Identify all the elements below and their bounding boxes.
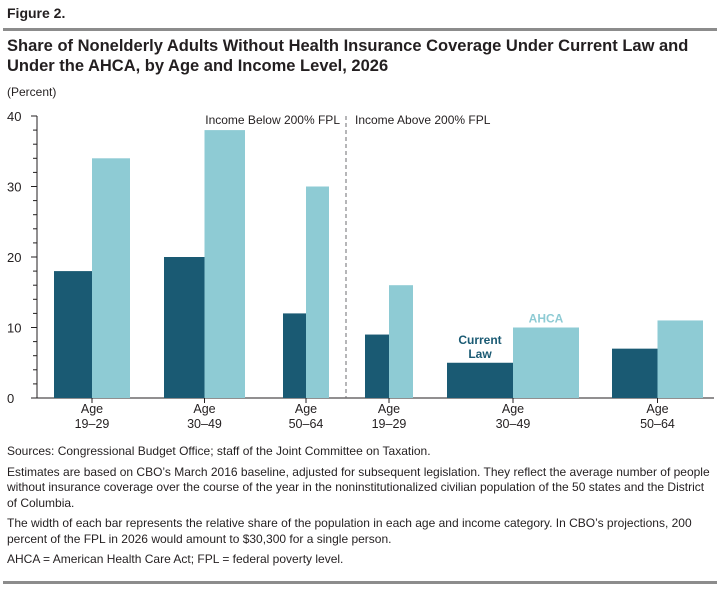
bar-chart: (Percent) 0 10 20 30 40 Income Below 200% FPL I…	[7, 85, 714, 431]
x-tick-label-line1: Age	[193, 402, 215, 416]
y-tick-label: 40	[7, 109, 21, 124]
series-label-ahca: AHCA	[529, 312, 564, 326]
bar-ahca	[657, 320, 703, 398]
sources-note: Sources: Congressional Budget Office; st…	[7, 444, 431, 458]
y-tick-label: 0	[7, 391, 14, 406]
bar-current-law	[447, 362, 513, 398]
bar-ahca	[513, 327, 579, 398]
y-axis-label: (Percent)	[7, 85, 56, 99]
x-tick-label-line1: Age	[502, 402, 524, 416]
group-label-below-200: Income Below 200% FPL	[205, 113, 340, 127]
x-tick-label-line1: Age	[646, 402, 668, 416]
bar-current-law	[164, 257, 205, 398]
x-tick-label-line1: Age	[295, 402, 317, 416]
x-tick-label-line2: 50–64	[640, 417, 675, 431]
x-tick-label-line1: Age	[378, 402, 400, 416]
x-tick-label-line2: 30–49	[187, 417, 222, 431]
y-tick-label: 30	[7, 180, 21, 195]
y-tick-label: 20	[7, 250, 21, 265]
figure-label: Figure 2.	[7, 5, 66, 21]
bar-ahca	[92, 158, 130, 398]
notes: Sources: Congressional Budget Office; st…	[7, 444, 713, 573]
y-tick-label: 10	[7, 321, 21, 336]
bar-width-note: The width of each bar represents the rel…	[7, 516, 692, 546]
bar-current-law	[365, 334, 389, 398]
bar-current-law	[54, 271, 92, 398]
x-tick-label-line2: 19–29	[75, 417, 110, 431]
bar-current-law	[283, 313, 306, 398]
x-tick-label-line2: 19–29	[372, 417, 407, 431]
series-label-current-law: Law	[468, 347, 492, 361]
x-tick-label-line2: 30–49	[496, 417, 531, 431]
bar-ahca	[306, 186, 329, 398]
bar-current-law	[612, 348, 658, 398]
series-label-current-law: Current	[458, 333, 501, 347]
abbreviations-note: AHCA = American Health Care Act; FPL = f…	[7, 552, 344, 566]
top-rule	[3, 28, 717, 31]
bar-ahca	[204, 130, 245, 398]
x-tick-label-line2: 50–64	[289, 417, 324, 431]
group-label-above-200: Income Above 200% FPL	[355, 113, 491, 127]
estimates-note: Estimates are based on CBO’s March 2016 …	[7, 464, 710, 510]
chart-title: Share of Nonelderly Adults Without Healt…	[7, 37, 689, 75]
bar-ahca	[389, 285, 413, 398]
x-tick-label-line1: Age	[81, 402, 103, 416]
bottom-rule	[3, 581, 717, 584]
